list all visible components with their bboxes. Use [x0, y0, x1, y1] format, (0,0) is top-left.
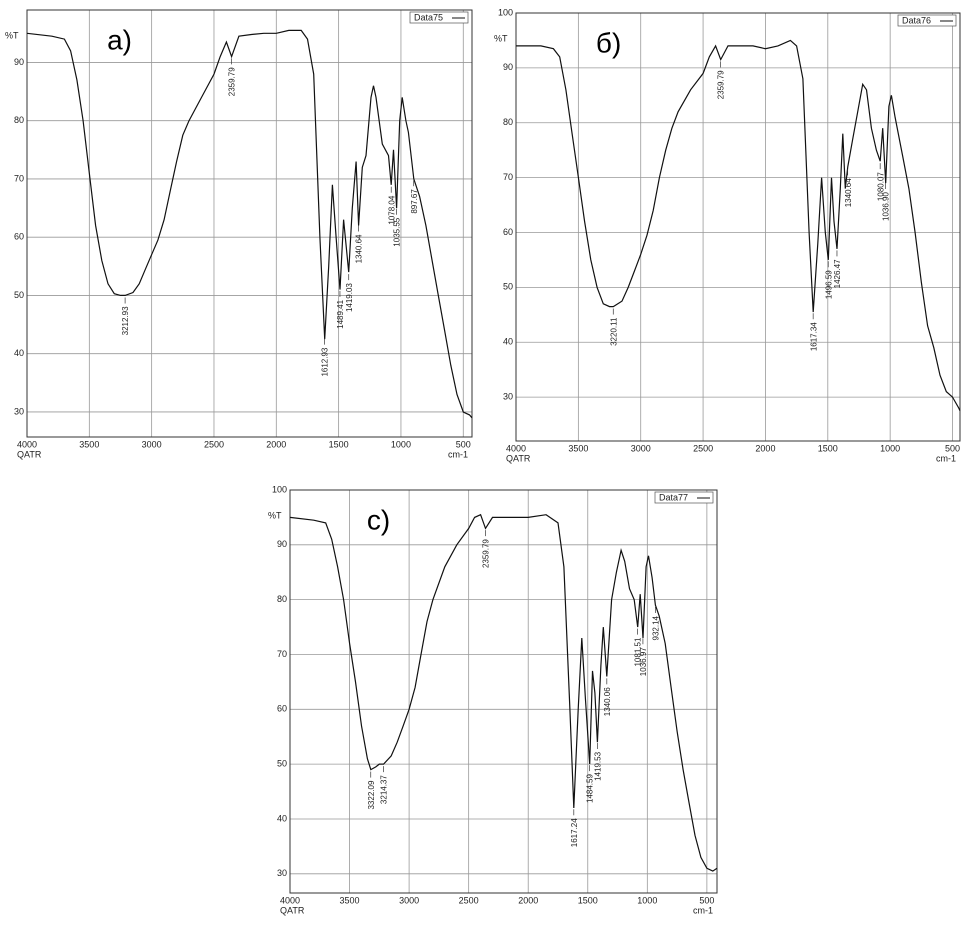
- peak-label: 1489.41: [336, 299, 345, 328]
- x-tick-label: 3000: [142, 439, 162, 449]
- plot-frame: [289, 489, 718, 894]
- peak-label: 1617.34: [809, 322, 818, 351]
- peak-label: 1340.06: [603, 687, 612, 716]
- x-tick-label: 4000: [506, 443, 526, 453]
- peak-label: 2359.79: [481, 539, 490, 568]
- y-tick-label: 90: [277, 539, 287, 549]
- peak-label: 897.67: [410, 189, 419, 214]
- peak-label: 932.14: [652, 615, 661, 640]
- peak-label: 1036.97: [639, 647, 648, 676]
- y-axis-label: %T: [494, 33, 508, 43]
- spectrum-line: [26, 29, 473, 419]
- x-tick-label: 2500: [204, 439, 224, 449]
- x-tick-label: 1000: [637, 895, 657, 905]
- y-tick-label: 30: [503, 391, 513, 401]
- x-tick-label: 500: [699, 895, 714, 905]
- peak-label: 1496.59: [824, 270, 833, 299]
- x-tick-label: 2500: [693, 443, 713, 453]
- y-axis-label: %T: [5, 30, 19, 40]
- x-axis-label: cm-1: [448, 449, 468, 459]
- peak-label: 3220.11: [609, 317, 618, 346]
- legend-label: Data77: [659, 492, 688, 502]
- x-tick-label: 4000: [280, 895, 300, 905]
- y-tick-label: 100: [498, 7, 513, 17]
- x-tick-label: 1500: [329, 439, 349, 449]
- plot-frame: [515, 12, 961, 442]
- y-tick-label: 80: [277, 594, 287, 604]
- x-tick-label: 1500: [818, 443, 838, 453]
- legend-box: [654, 491, 714, 504]
- y-tick-label: 90: [503, 62, 513, 72]
- x-axis-label: cm-1: [936, 453, 956, 463]
- y-tick-label: 40: [503, 337, 513, 347]
- x-tick-label: 3000: [631, 443, 651, 453]
- y-tick-label: 50: [503, 282, 513, 292]
- peak-label: 3212.93: [121, 306, 130, 335]
- peak-label: 1426.47: [833, 259, 842, 288]
- legend-box: [897, 14, 957, 27]
- y-tick-label: 50: [277, 759, 287, 769]
- legend-label: Data75: [414, 12, 443, 22]
- x-tick-label: 3000: [399, 895, 419, 905]
- x-tick-label: 500: [945, 443, 960, 453]
- y-tick-label: 40: [277, 813, 287, 823]
- chart-title: б): [596, 27, 621, 58]
- mode-label: QATR: [506, 453, 531, 463]
- y-tick-label: 80: [503, 117, 513, 127]
- y-tick-label: 100: [272, 484, 287, 494]
- x-tick-label: 1500: [578, 895, 598, 905]
- peak-label: 1340.64: [844, 178, 853, 207]
- mode-label: QATR: [17, 449, 42, 459]
- peak-label: 1035.55: [393, 217, 402, 246]
- x-tick-label: 2000: [755, 443, 775, 453]
- x-tick-label: 4000: [17, 439, 37, 449]
- x-tick-label: 3500: [340, 895, 360, 905]
- peak-label: 1078.04: [387, 195, 396, 224]
- y-tick-label: 70: [503, 172, 513, 182]
- peak-label: 1617.24: [570, 818, 579, 847]
- peak-label: 1080.07: [876, 172, 885, 201]
- spectrum-line: [516, 39, 961, 412]
- peak-label: 1419.53: [593, 751, 602, 780]
- x-tick-label: 3500: [568, 443, 588, 453]
- y-tick-label: 90: [14, 57, 24, 67]
- x-tick-label: 1000: [880, 443, 900, 453]
- y-tick-label: 70: [14, 173, 24, 183]
- peak-label: 1419.03: [345, 283, 354, 312]
- peak-label: 1484.59: [586, 774, 595, 803]
- x-tick-label: 2000: [518, 895, 538, 905]
- x-tick-label: 1000: [391, 439, 411, 449]
- legend-box: [409, 11, 469, 24]
- y-tick-label: 60: [503, 227, 513, 237]
- peak-label: 2359.79: [228, 67, 237, 96]
- peak-label: 1340.64: [355, 234, 364, 263]
- y-axis-label: %T: [268, 510, 282, 520]
- peak-label: 3214.37: [380, 775, 389, 804]
- peak-label: 1081.51: [634, 637, 643, 666]
- y-tick-label: 40: [14, 348, 24, 358]
- y-tick-label: 80: [14, 115, 24, 125]
- peak-label: 1612.93: [321, 347, 330, 376]
- x-tick-label: 2000: [266, 439, 286, 449]
- peak-label: 2359.79: [717, 70, 726, 99]
- x-tick-label: 500: [456, 439, 471, 449]
- peak-label: 3322.09: [367, 780, 376, 809]
- y-tick-label: 60: [14, 232, 24, 242]
- y-tick-label: 30: [277, 868, 287, 878]
- x-tick-label: 2500: [459, 895, 479, 905]
- mode-label: QATR: [280, 905, 305, 915]
- spectrum-line: [289, 513, 718, 872]
- plot-frame: [26, 9, 473, 438]
- legend-label: Data76: [902, 15, 931, 25]
- chart-title: a): [107, 24, 132, 55]
- y-tick-label: 70: [277, 649, 287, 659]
- y-tick-label: 30: [14, 406, 24, 416]
- x-tick-label: 3500: [79, 439, 99, 449]
- peak-label: 1036.90: [882, 191, 891, 220]
- chart-title: c): [367, 504, 390, 535]
- y-tick-label: 50: [14, 290, 24, 300]
- y-tick-label: 60: [277, 704, 287, 714]
- x-axis-label: cm-1: [693, 905, 713, 915]
